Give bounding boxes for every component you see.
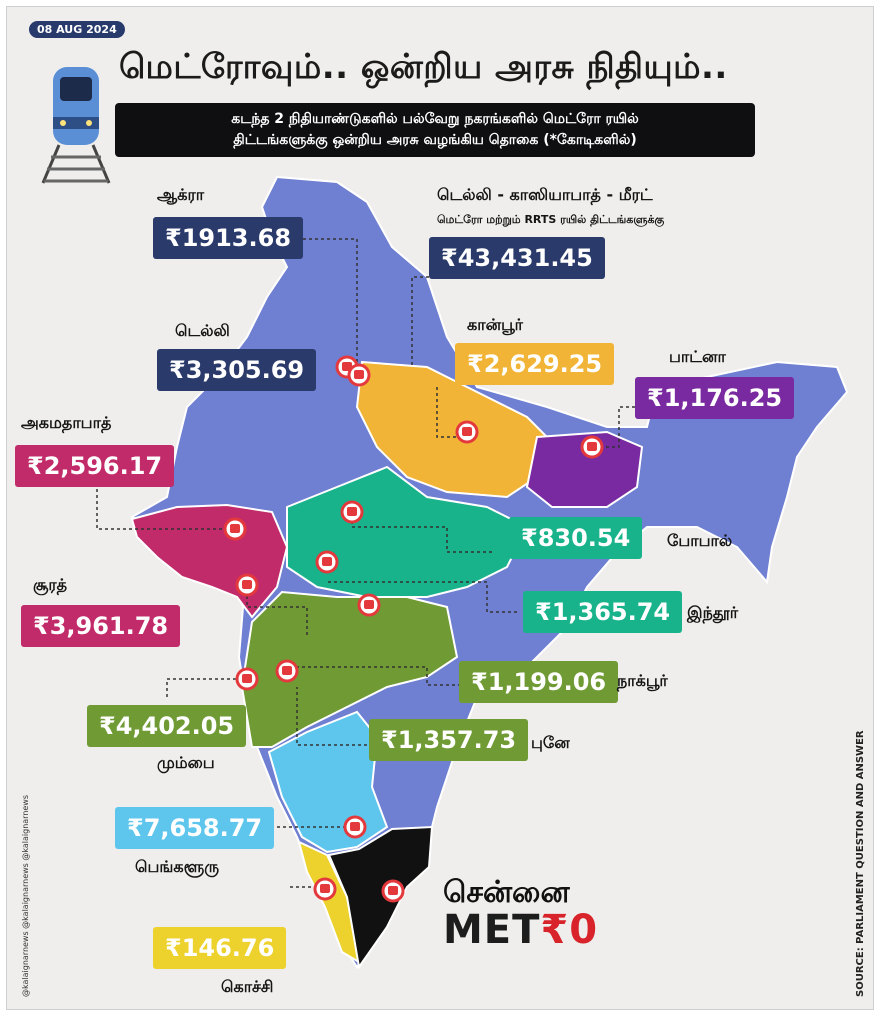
- region-uttar-pradesh: [355, 360, 549, 499]
- subtitle-box: கடந்த 2 நிதியாண்டுகளில் பல்வேறு நகரங்களி…: [115, 103, 755, 157]
- label-chennai: சென்னை: [443, 875, 570, 910]
- amount-bhopal: ₹830.54: [509, 517, 643, 559]
- label-mumbai: மும்பை: [157, 753, 215, 772]
- metro-logo-prefix: MET: [443, 907, 541, 953]
- amount-pune: ₹1,357.73: [369, 719, 529, 761]
- region-kerala: [297, 840, 361, 964]
- label-nagpur: நாக்பூர்: [617, 671, 668, 690]
- amount-patna: ₹1,176.25: [635, 377, 795, 419]
- amount-kochi: ₹146.76: [153, 927, 287, 969]
- marker-surat: [235, 573, 259, 597]
- amount-indore: ₹1,365.74: [523, 591, 683, 633]
- marker-chennai: [381, 879, 405, 903]
- label-kochi: கொச்சி: [221, 977, 274, 996]
- marker-mumbai: [235, 667, 259, 691]
- metro-train-icon: [41, 67, 111, 184]
- label-delhi: டெல்லி: [175, 321, 230, 340]
- label-patna: பாட்னா: [669, 347, 726, 366]
- amount-delhi-ncr: ₹43,431.45: [429, 237, 605, 279]
- note-delhi-ncr: மெட்ரோ மற்றும் RRTS ரயில் திட்டங்களுக்கு: [437, 213, 665, 226]
- amount-kanpur: ₹2,629.25: [455, 343, 615, 385]
- marker-indore: [315, 550, 339, 574]
- amount-nagpur: ₹1,199.06: [459, 661, 619, 703]
- source-note: SOURCE: PARLIAMENT QUESTION AND ANSWER: [855, 730, 866, 997]
- marker-ahmedabad: [223, 517, 247, 541]
- amount-bengaluru: ₹7,658.77: [115, 807, 275, 849]
- marker-delhi: [347, 363, 371, 387]
- subtitle-line-2: திட்டங்களுக்கு ஒன்றிய அரசு வழங்கிய தொகை …: [233, 132, 637, 148]
- metro-zero-logo: MET₹0: [443, 907, 598, 953]
- region-bihar: [525, 430, 644, 508]
- amount-surat: ₹3,961.78: [21, 605, 181, 647]
- label-kanpur: கான்பூர்: [467, 315, 523, 334]
- amount-delhi: ₹3,305.69: [157, 349, 317, 391]
- marker-bengaluru: [343, 815, 367, 839]
- region-maharashtra: [240, 590, 459, 748]
- social-handles: @kalaignarnews @kalaignarnews @kalaignar…: [21, 794, 30, 997]
- amount-mumbai: ₹4,402.05: [87, 705, 247, 747]
- metro-logo-suffix: ₹0: [540, 907, 599, 953]
- amount-ahmedabad: ₹2,596.17: [15, 445, 175, 487]
- marker-nagpur: [357, 593, 381, 617]
- label-bengaluru: பெங்களூரு: [135, 857, 220, 876]
- marker-bhopal: [340, 500, 364, 524]
- label-delhi-ghaziabad-meerut: டெல்லி - காஸியாபாத் - மீரட்: [437, 185, 653, 204]
- amount-agra: ₹1913.68: [153, 217, 304, 259]
- location-markers: [223, 355, 604, 903]
- label-ahmedabad: அகமதாபாத்: [21, 413, 112, 432]
- region-gujarat: [130, 503, 289, 619]
- marker-patna: [580, 435, 604, 459]
- label-surat: சூரத்: [33, 575, 67, 594]
- marker-kochi: [313, 877, 337, 901]
- subtitle-line-1: கடந்த 2 நிதியாண்டுகளில் பல்வேறு நகரங்களி…: [231, 111, 639, 127]
- date-badge: 08 AUG 2024: [29, 21, 125, 38]
- marker-pune: [275, 659, 299, 683]
- label-indore: இந்தூர்: [687, 603, 739, 622]
- label-bhopal: போபால்: [667, 531, 733, 550]
- region-madhya-pradesh: [286, 465, 529, 598]
- marker-kanpur: [455, 420, 479, 444]
- label-pune: புனே: [531, 733, 570, 752]
- page-title: மெட்ரோவும்.. ஒன்றிய அரசு நிதியும்..: [119, 47, 728, 87]
- infographic-frame: 08 AUG 2024 மெட்ரோவும்.. ஒன்றிய அரசு நித…: [6, 6, 874, 1010]
- region-tamil-nadu: [327, 825, 434, 970]
- label-agra: ஆக்ரா: [157, 185, 205, 204]
